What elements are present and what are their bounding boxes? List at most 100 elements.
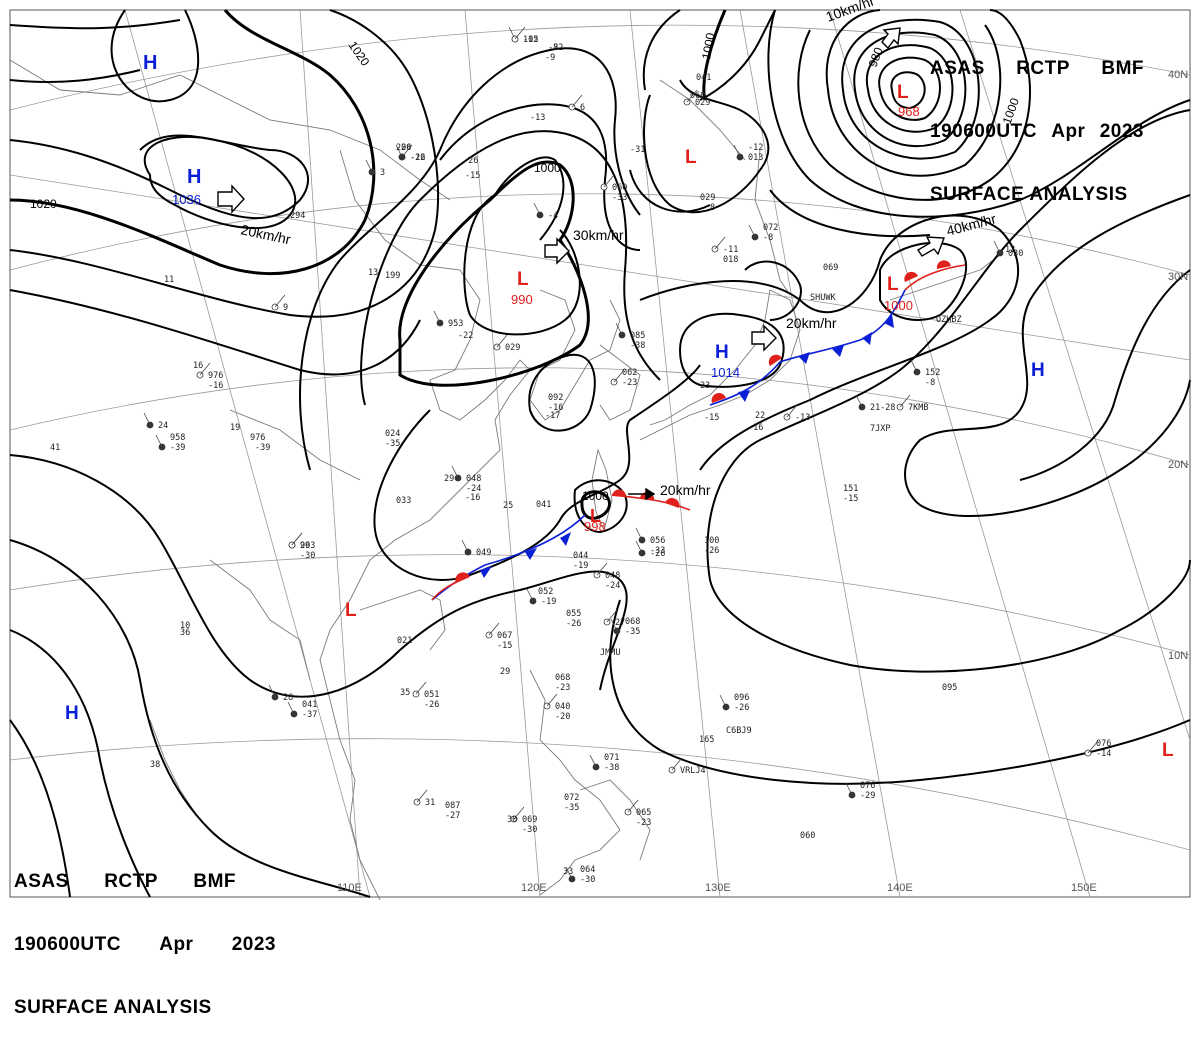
station-value: -35 xyxy=(385,439,400,449)
station-value: 3 xyxy=(380,168,385,178)
cold-front-triangle xyxy=(884,314,894,328)
wind-barb xyxy=(714,236,726,250)
movement-arrow xyxy=(881,27,901,50)
station-value: -12 xyxy=(410,153,425,163)
wind-barb xyxy=(496,334,508,348)
cold-front-triangle xyxy=(832,345,844,357)
station-value: 953 xyxy=(448,319,463,329)
graticule-labels: 110E 120E 130E 140E 150E 40N 30N 20N 10N xyxy=(337,69,1188,894)
wind-barb xyxy=(596,562,608,576)
latitude-label: 40N xyxy=(1168,69,1188,81)
surface-analysis-map: 102-8206-26294199-4-26-15060-33072-8069S… xyxy=(9,0,1191,901)
station-value: 096 xyxy=(734,693,749,703)
station-value: 048 xyxy=(605,571,620,581)
station-value: -27 xyxy=(445,811,460,821)
title-word: ASAS xyxy=(14,871,69,892)
meridian-line xyxy=(464,9,541,898)
station-value: -26 xyxy=(704,546,719,556)
station-value: 12 xyxy=(1005,245,1015,255)
station-value: 044 xyxy=(573,551,588,561)
low-center: L xyxy=(685,147,697,168)
wind-barb xyxy=(513,806,525,820)
station-value: 165 xyxy=(699,735,714,745)
isobar-label: 1000 xyxy=(699,31,717,60)
isobar-label: 980 xyxy=(866,45,886,69)
isobar xyxy=(865,44,954,133)
wind-barb xyxy=(613,369,625,383)
station-value: 041 xyxy=(536,500,551,510)
wind-barb xyxy=(786,404,798,418)
station-value: 13 xyxy=(368,268,378,278)
isobar xyxy=(699,9,931,238)
station-value: 041 xyxy=(302,700,317,710)
low-center: L xyxy=(517,269,529,290)
station-value: 11 xyxy=(164,275,174,285)
station-value: 087 xyxy=(445,801,460,811)
wind-barb xyxy=(433,310,441,324)
station-value: -17 xyxy=(545,411,560,421)
station-value: 062 xyxy=(622,368,637,378)
station-value: -9 xyxy=(545,53,555,63)
meridian-line xyxy=(959,9,1191,741)
station-value: -26 xyxy=(566,619,581,629)
wind-barb xyxy=(287,701,295,715)
warm-front-semicircle xyxy=(665,498,680,508)
coastline xyxy=(359,589,446,651)
station-value: 30 xyxy=(507,815,517,825)
station-value: 040 xyxy=(555,702,570,712)
station-value: -30 xyxy=(300,551,315,561)
station-value: -30 xyxy=(580,875,595,885)
station-value: -15 xyxy=(843,494,858,504)
low-center: L xyxy=(345,600,357,621)
station-value: -30 xyxy=(522,825,537,835)
cold-front-triangle xyxy=(862,332,872,345)
station-value: -15 xyxy=(523,35,538,45)
meridian-line xyxy=(739,9,901,898)
isobar-label: 1000 xyxy=(582,489,609,503)
map-frame xyxy=(9,9,1191,898)
wind-barb xyxy=(395,144,403,158)
low-center-value: 998 xyxy=(584,519,606,534)
title-word: RCTP xyxy=(1016,58,1070,79)
time-line: 190600UTC Apr 2023 xyxy=(930,121,1144,142)
longitude-label: 110E xyxy=(337,882,362,894)
station-value: 030 xyxy=(1008,249,1023,259)
isobar xyxy=(879,242,968,321)
station-value: 076 xyxy=(860,781,875,791)
coastline xyxy=(9,59,451,201)
title-word: RCTP xyxy=(104,871,158,892)
coastline xyxy=(754,149,791,296)
time-word: 2023 xyxy=(1099,121,1144,142)
cold-front-triangle xyxy=(525,548,537,560)
station-value: 076 xyxy=(1096,739,1111,749)
station-value: -15 xyxy=(704,413,719,423)
wind-barb xyxy=(719,694,727,708)
title-word: BMF xyxy=(1101,58,1144,79)
wind-barb xyxy=(855,394,863,408)
latitude-label: 10N xyxy=(1168,650,1188,662)
station-value: -19 xyxy=(573,561,588,571)
pressure-centers: H H 1036 L 990 L L 968 H 1014 L 1000 H L… xyxy=(65,52,1174,761)
isobar xyxy=(9,539,371,898)
wind-barb xyxy=(603,174,615,188)
wind-barb xyxy=(845,782,853,796)
station-value: 36 xyxy=(180,628,190,638)
station-value: -31 xyxy=(630,145,645,155)
meridian-line xyxy=(299,9,361,898)
isobar-label: 1020 xyxy=(30,197,57,211)
movement-arrow xyxy=(544,237,570,265)
wind-barb xyxy=(526,588,534,602)
station-value: 206 xyxy=(396,143,411,153)
station-value: 092 xyxy=(548,393,563,403)
station-value: -35 xyxy=(625,627,640,637)
station-value: 27 xyxy=(615,618,625,628)
station-value: SHUWK xyxy=(810,293,836,303)
wind-barb xyxy=(606,609,618,623)
isobar xyxy=(9,9,440,318)
wind-barb xyxy=(199,362,211,376)
station-value: -23 xyxy=(636,818,651,828)
isobar xyxy=(110,9,200,103)
movement-arrow xyxy=(751,324,777,352)
station-value: -15 xyxy=(497,641,512,651)
meridian-line xyxy=(829,9,1091,898)
